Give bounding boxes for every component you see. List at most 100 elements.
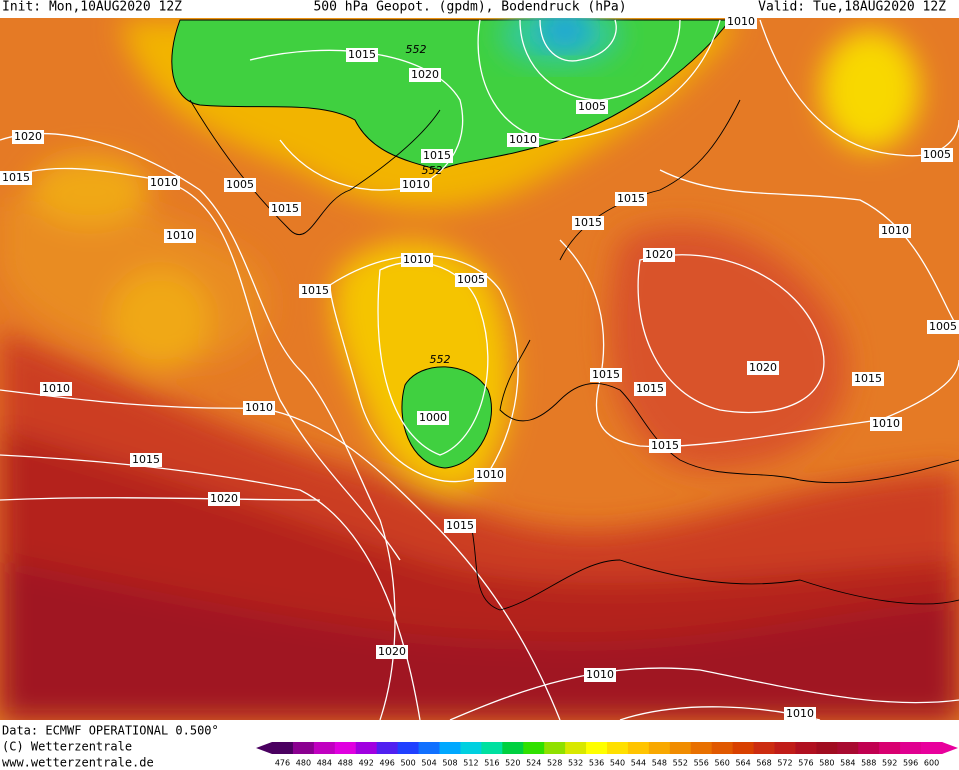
isobar-label: 1010 (403, 253, 431, 266)
isobar-label-box (401, 253, 433, 267)
isobar-label: 1015 (854, 372, 882, 385)
isobar-label-box (417, 411, 449, 425)
isobar-label-box (747, 361, 779, 375)
colorbar-label: 528 (547, 759, 562, 768)
colorbar-segment (586, 742, 608, 754)
colorbar-label: 580 (819, 759, 834, 768)
isobar-label-box (927, 320, 959, 334)
isobar-label: 1015 (2, 171, 30, 184)
isobar-label: 1010 (476, 468, 504, 481)
isobar-label: 552 (422, 164, 443, 177)
colorbar-label: 576 (798, 759, 813, 768)
data-source: Data: ECMWF OPERATIONAL 0.500° (2, 724, 219, 738)
isobar-label-box (643, 248, 675, 262)
isobar-label-box (852, 372, 884, 386)
isobar-label: 1005 (923, 148, 951, 161)
colorbar-label: 600 (924, 759, 939, 768)
colorbar-label: 588 (861, 759, 876, 768)
isobar-label-box (269, 202, 301, 216)
isobar-label: 552 (430, 353, 451, 366)
colorbar-label: 568 (756, 759, 771, 768)
colorbar-segment (732, 742, 755, 754)
map-title: 500 hPa Geopot. (gpdm), Bodendruck (hPa) (313, 0, 626, 15)
colorbar-segment (669, 742, 692, 754)
colorbar-segment (272, 742, 294, 754)
isobar-label: 1020 (411, 68, 439, 81)
colorbar: 476 480 484 488 492 496 500 504 508 512 516 520 524 5… (256, 742, 958, 768)
isobar-label: 1020 (14, 130, 42, 143)
colorbar-label: 492 (359, 759, 374, 768)
colorbar-label: 480 (296, 759, 311, 768)
colorbar-segment (816, 742, 838, 754)
isobar-label-box (921, 148, 953, 162)
isobar-label: 1010 (402, 178, 430, 191)
colorbar-label: 508 (442, 759, 457, 768)
colorbar-label: 532 (568, 759, 583, 768)
isobar-label: 1010 (786, 707, 814, 720)
init-label: Init: Mon,10AUG2020 12Z (2, 0, 182, 15)
colorbar-label: 548 (652, 759, 667, 768)
colorbar-segment (397, 742, 420, 754)
colorbar-segment (711, 742, 734, 754)
isobar-label-box (584, 668, 616, 682)
isobar-label: 1015 (636, 382, 664, 395)
colorbar-label: 596 (903, 759, 918, 768)
isobar-label: 1015 (132, 453, 160, 466)
isobar-label: 1005 (578, 100, 606, 113)
colorbar-label: 496 (380, 759, 395, 768)
isobar-label-box (634, 382, 666, 396)
isobar-label: 1015 (592, 368, 620, 381)
colorbar-segment (795, 742, 817, 754)
isobar-label-box (615, 192, 647, 206)
isobar-label-box (409, 68, 441, 82)
isobar-label: 1010 (509, 133, 537, 146)
colorbar-segment (607, 742, 629, 754)
colorbar-segment (774, 742, 796, 754)
colorbar-label: 476 (275, 759, 290, 768)
isobar-label-box (400, 178, 432, 192)
colorbar-segment (921, 742, 943, 754)
isobar-label-box (299, 284, 331, 298)
isobar-label: 1020 (210, 492, 238, 505)
colorbar-segment (565, 742, 587, 754)
valid-label: Valid: Tue,18AUG2020 12Z (758, 0, 946, 15)
colorbar-label: 504 (421, 759, 436, 768)
isobar-label: 1010 (150, 176, 178, 189)
isobar-label: 1020 (645, 248, 673, 261)
isobar-label-box (879, 224, 911, 238)
isobar-label: 1015 (348, 48, 376, 61)
colorbar-segment (418, 742, 440, 754)
colorbar-label: 544 (631, 759, 646, 768)
isobar-label: 1015 (651, 439, 679, 452)
colorbar-label: 500 (400, 759, 415, 768)
isobar-label-box (444, 519, 476, 533)
isobar-label-box (0, 171, 32, 185)
isobar-label-box (40, 382, 72, 396)
colorbar-segment (879, 742, 901, 754)
isobar-label: 1010 (42, 382, 70, 395)
isobar-label: 1010 (872, 417, 900, 430)
colorbar-label: 516 (484, 759, 499, 768)
isobar-label: 1010 (245, 401, 273, 414)
colorbar-segment (544, 742, 566, 754)
isobar-label: 1015 (446, 519, 474, 532)
colorbar-label: 484 (317, 759, 332, 768)
colorbar-segment (460, 742, 482, 754)
colorbar-label: 584 (840, 759, 855, 768)
colorbar-segment (627, 742, 650, 754)
colorbar-segment (292, 742, 315, 754)
isobar-label-box (224, 178, 256, 192)
isobar-label-box (649, 439, 681, 453)
colorbar-label: 520 (505, 759, 520, 768)
isobar-label-box (421, 149, 453, 163)
colorbar-segment (502, 742, 524, 754)
colorbar-label: 560 (715, 759, 730, 768)
isobar-label: 1020 (749, 361, 777, 374)
isobar-labels: 1015 552 1020 1005 1010 1010 1020 1015 1010 1005 1… (0, 15, 959, 721)
isobar-label-box (346, 48, 378, 62)
isobar-label-box (507, 133, 539, 147)
copyright: (C) Wetterzentrale (2, 740, 132, 754)
colorbar-segment (858, 742, 880, 754)
isobar-label-box (164, 229, 196, 243)
